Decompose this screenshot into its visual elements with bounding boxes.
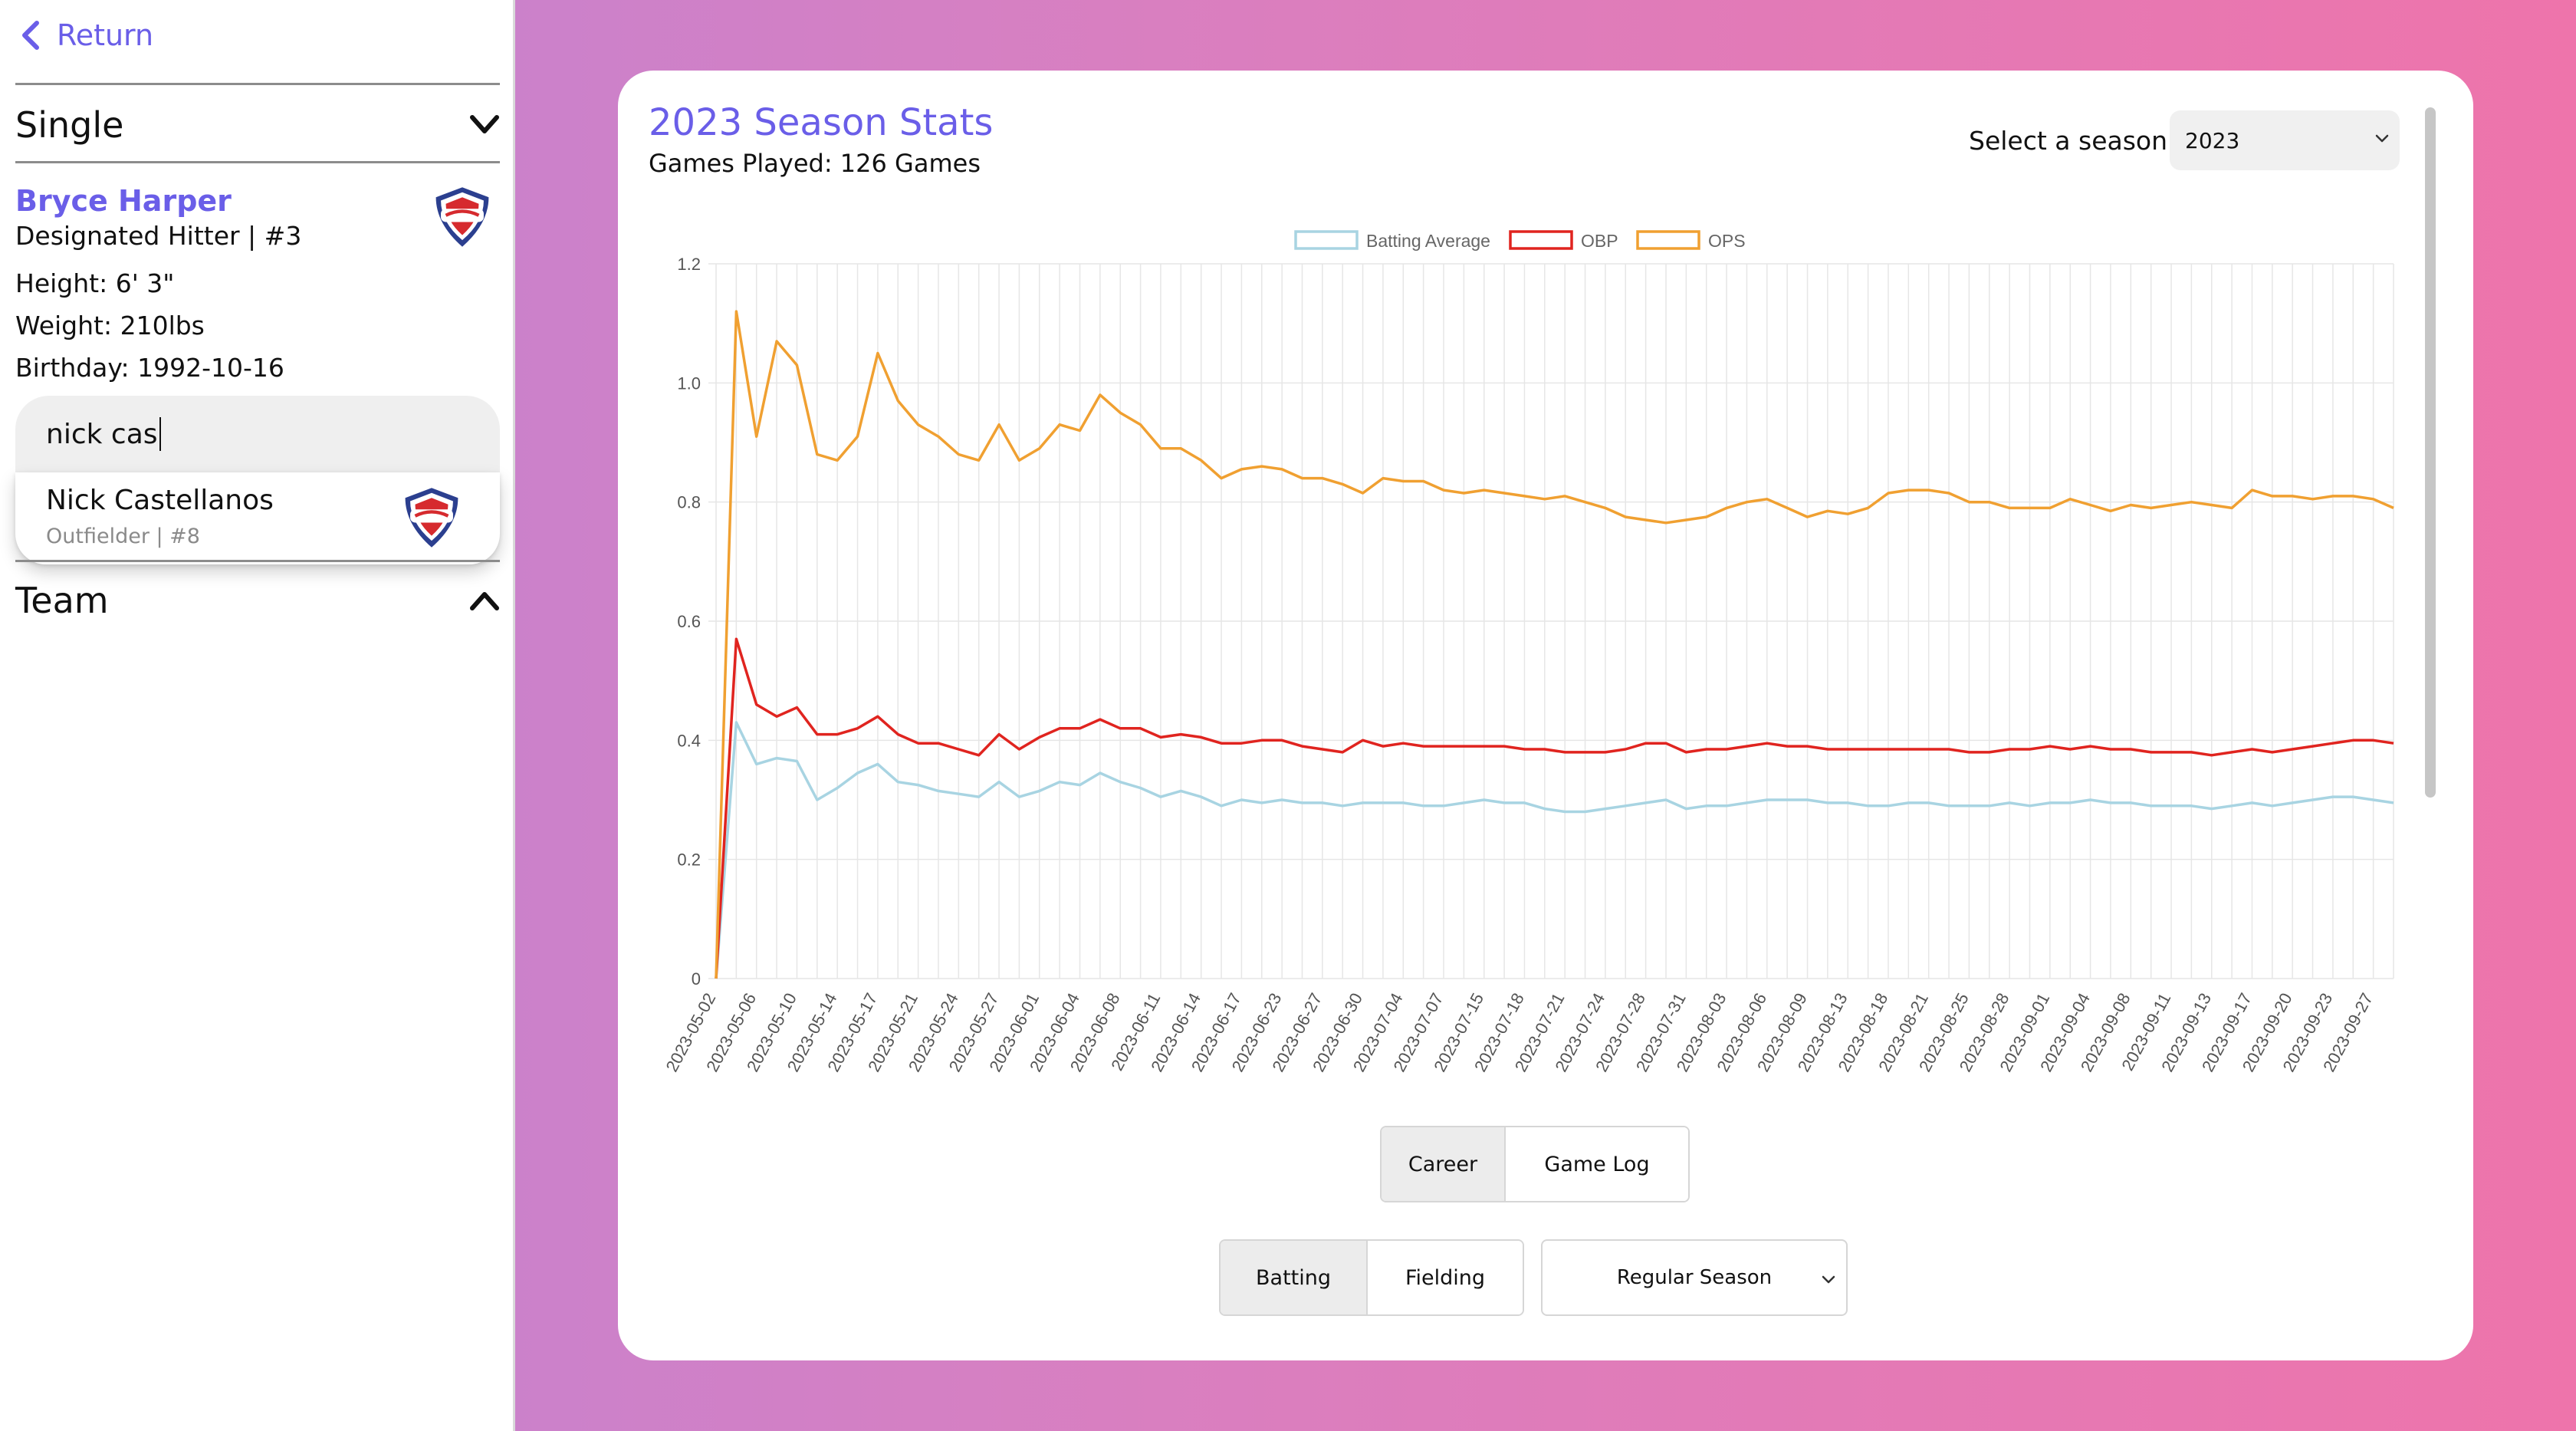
y-tick-label: 1.2 <box>677 255 701 274</box>
mode-label: Single <box>15 104 124 146</box>
chevron-down-icon <box>1822 1275 1835 1284</box>
suggestion-subtitle: Outfielder | #8 <box>46 525 200 548</box>
legend-label: OBP <box>1581 231 1618 251</box>
season-stats-line-chart: 00.20.40.60.81.01.22023-05-022023-05-062… <box>662 230 2394 1075</box>
y-tick-label: 0.4 <box>677 731 701 750</box>
legend-swatch <box>1636 230 1700 250</box>
phillies-logo-icon <box>435 187 489 247</box>
season-select[interactable]: 2023 <box>2170 110 2400 170</box>
career-button[interactable]: Career <box>1382 1127 1504 1201</box>
games-played: Games Played: 126 Games <box>649 149 981 178</box>
suggestion-name: Nick Castellanos <box>46 485 274 516</box>
page-title: 2023 Season Stats <box>649 101 994 144</box>
game-log-button[interactable]: Game Log <box>1504 1127 1688 1201</box>
search-value: nick cas <box>46 418 158 450</box>
chevron-down-icon <box>2375 134 2389 143</box>
chevron-up-icon <box>470 592 499 610</box>
search-suggestion-item[interactable]: Nick Castellanos Outfielder | #8 <box>15 472 500 564</box>
season-select-label: Select a season: <box>1969 126 2177 156</box>
legend-swatch <box>1509 230 1573 250</box>
player-birthday: Birthday: 1992-10-16 <box>15 353 284 383</box>
return-label: Return <box>57 18 154 52</box>
season-type-select[interactable]: Regular Season <box>1541 1239 1848 1316</box>
stat-type-toggle: Batting Fielding <box>1219 1239 1524 1316</box>
return-link[interactable]: Return <box>20 18 153 52</box>
chevron-down-icon <box>470 115 499 133</box>
legend-label: OPS <box>1708 231 1746 251</box>
season-type-value: Regular Season <box>1616 1266 1773 1289</box>
fielding-button[interactable]: Fielding <box>1366 1241 1523 1314</box>
player-height: Height: 6' 3" <box>15 268 175 298</box>
series-line-batting-average <box>715 721 2394 979</box>
phillies-logo-icon <box>405 488 458 548</box>
season-select-value: 2023 <box>2185 127 2240 153</box>
player-name: Bryce Harper <box>15 184 232 218</box>
series-line-ops <box>715 310 2394 979</box>
stats-card: 2023 Season Stats Games Played: 126 Game… <box>618 71 2473 1360</box>
mode-selector[interactable]: Single <box>15 104 500 146</box>
batting-button[interactable]: Batting <box>1221 1241 1366 1314</box>
divider <box>15 161 500 163</box>
y-tick-label: 1.0 <box>677 373 701 393</box>
sidebar: Return Single Bryce Harper Designated Hi… <box>0 0 515 1431</box>
y-tick-label: 0.8 <box>677 493 701 512</box>
divider <box>15 560 500 562</box>
player-search-input[interactable]: nick cas <box>15 396 500 472</box>
team-label: Team <box>15 580 109 621</box>
scrollbar-thumb[interactable] <box>2425 107 2436 798</box>
chevron-left-icon <box>22 21 39 50</box>
player-weight: Weight: 210lbs <box>15 311 205 340</box>
legend-swatch <box>1294 230 1359 250</box>
text-caret <box>159 417 161 451</box>
legend-label: Batting Average <box>1366 231 1490 251</box>
view-toggle: Career Game Log <box>1380 1126 1690 1202</box>
y-tick-label: 0.6 <box>677 612 701 631</box>
team-section-toggle[interactable]: Team <box>15 580 500 621</box>
player-position: Designated Hitter | #3 <box>15 221 302 251</box>
y-tick-label: 0.2 <box>677 850 701 870</box>
divider <box>15 83 500 85</box>
series-line-obp <box>715 637 2394 979</box>
y-tick-label: 0 <box>692 969 701 989</box>
